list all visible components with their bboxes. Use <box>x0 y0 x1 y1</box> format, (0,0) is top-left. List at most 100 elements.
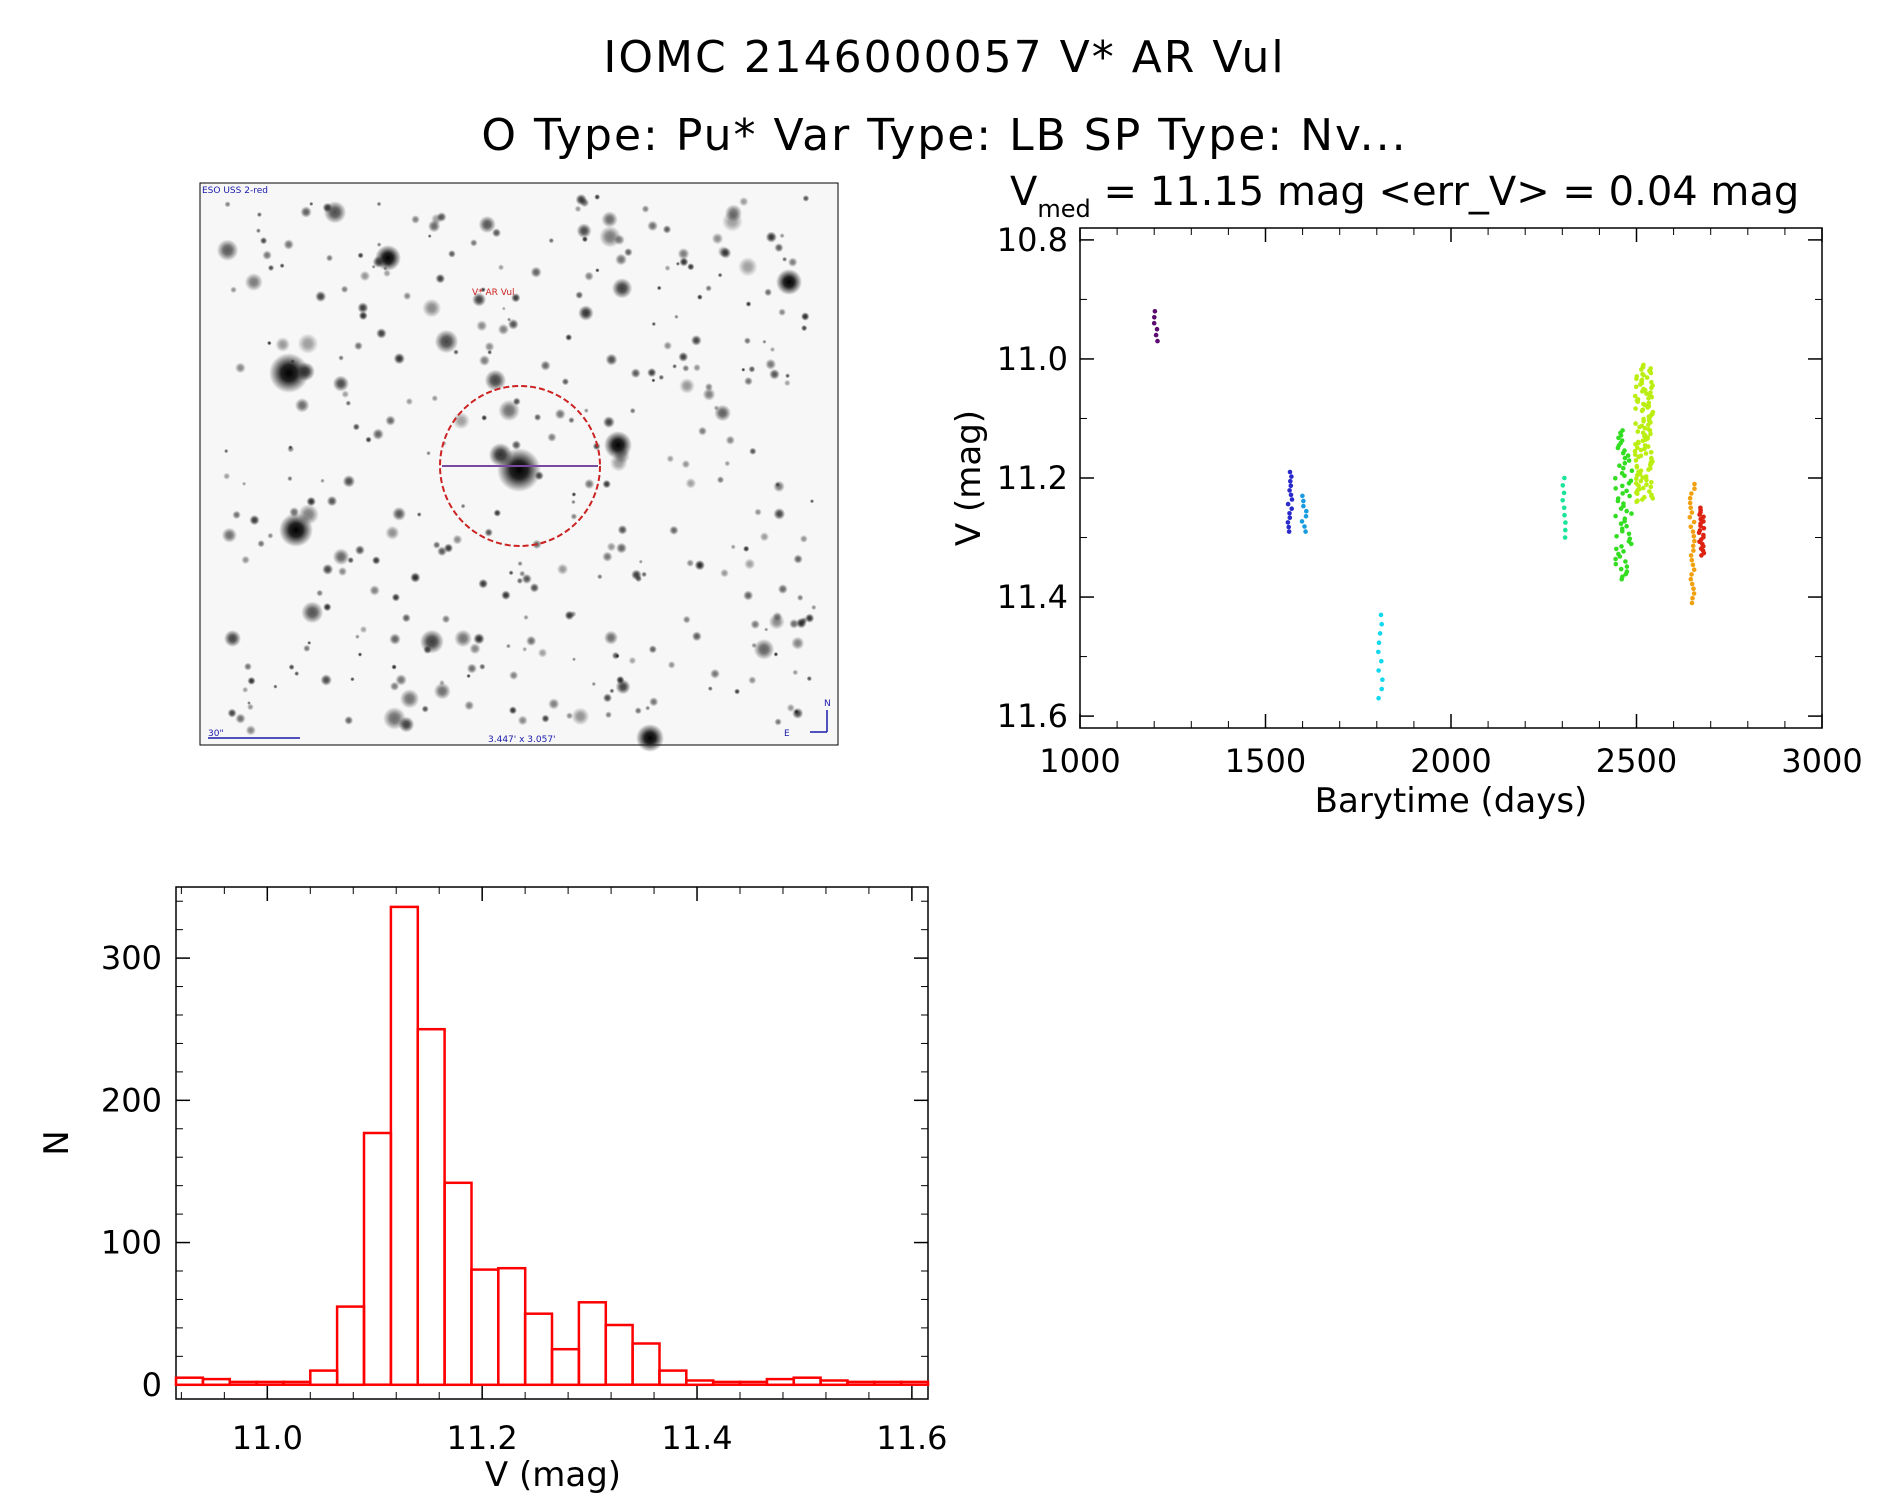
star <box>522 646 528 652</box>
star <box>811 604 817 611</box>
data-point <box>1644 375 1650 380</box>
star <box>432 541 441 549</box>
x-tick-label: 3000 <box>1781 742 1862 780</box>
star <box>433 682 451 700</box>
bright-star <box>776 269 802 295</box>
star <box>354 341 363 351</box>
star <box>645 705 651 711</box>
star <box>759 532 770 542</box>
star <box>359 270 371 282</box>
star <box>509 670 519 681</box>
data-point <box>1617 463 1622 469</box>
data-point <box>1648 450 1654 455</box>
star <box>677 247 690 260</box>
star <box>720 568 729 578</box>
star <box>244 273 263 292</box>
star <box>773 508 786 520</box>
star <box>609 688 615 694</box>
star <box>478 578 489 589</box>
star <box>765 231 777 243</box>
data-point <box>1634 499 1639 505</box>
star <box>611 278 633 299</box>
data-point <box>1633 384 1639 390</box>
star <box>526 635 537 647</box>
histogram-xlabel: V (mag) <box>485 1455 621 1494</box>
data-point <box>1561 505 1567 511</box>
star <box>583 408 589 414</box>
star <box>224 630 241 647</box>
star <box>751 642 757 649</box>
data-point <box>1640 438 1646 444</box>
x-tick-label: 2500 <box>1596 742 1677 780</box>
data-point <box>1376 695 1381 701</box>
star <box>651 378 656 383</box>
histogram-bar <box>335 1305 366 1387</box>
data-point <box>1632 393 1638 399</box>
star <box>297 333 319 354</box>
star <box>734 688 741 695</box>
star <box>326 495 338 507</box>
star <box>765 358 777 370</box>
star <box>690 335 702 346</box>
data-point <box>1629 541 1634 547</box>
star <box>320 674 333 686</box>
star <box>663 341 673 351</box>
data-point <box>1624 488 1629 494</box>
star <box>599 226 621 248</box>
data-point <box>1618 521 1624 526</box>
data-point <box>1300 493 1305 499</box>
star <box>473 633 485 645</box>
histogram-bar <box>362 1131 393 1386</box>
star <box>267 264 275 272</box>
star <box>634 707 642 715</box>
star <box>769 346 776 353</box>
data-point <box>1635 429 1641 434</box>
data-point <box>1155 338 1160 344</box>
star <box>479 663 486 670</box>
star <box>605 353 618 366</box>
histogram-ylabel: N <box>37 1130 77 1155</box>
star <box>441 614 451 624</box>
data-point <box>1562 475 1567 481</box>
star <box>273 684 278 689</box>
star <box>547 432 557 442</box>
data-point <box>1288 478 1293 484</box>
histogram-bar <box>255 1380 285 1386</box>
star <box>800 616 808 624</box>
star <box>744 558 756 570</box>
star <box>491 228 502 238</box>
star <box>288 664 295 671</box>
star <box>426 450 431 456</box>
data-point <box>1644 477 1649 483</box>
star <box>595 268 600 273</box>
star <box>235 713 246 724</box>
star <box>315 290 327 303</box>
data-point <box>1287 469 1293 475</box>
data-point <box>1618 566 1624 572</box>
star <box>739 196 749 207</box>
star <box>323 201 347 224</box>
star <box>806 675 812 682</box>
star <box>435 273 446 284</box>
star <box>419 629 444 654</box>
star <box>434 329 459 354</box>
star <box>357 252 364 259</box>
data-point <box>1287 515 1293 521</box>
star <box>809 499 815 504</box>
data-point <box>1376 649 1381 655</box>
data-point <box>1618 506 1624 511</box>
star <box>603 630 619 645</box>
star <box>323 602 332 612</box>
title-rest: = 11.15 mag <err_V> = 0.04 mag <box>1091 169 1800 215</box>
star <box>287 475 293 482</box>
bright-star <box>269 353 309 393</box>
star <box>481 414 488 421</box>
star <box>501 590 511 600</box>
data-point <box>1632 448 1638 454</box>
star <box>279 263 285 269</box>
star <box>541 714 550 723</box>
star <box>591 681 596 687</box>
star <box>385 415 396 426</box>
data-point <box>1377 631 1383 636</box>
star <box>705 285 712 292</box>
